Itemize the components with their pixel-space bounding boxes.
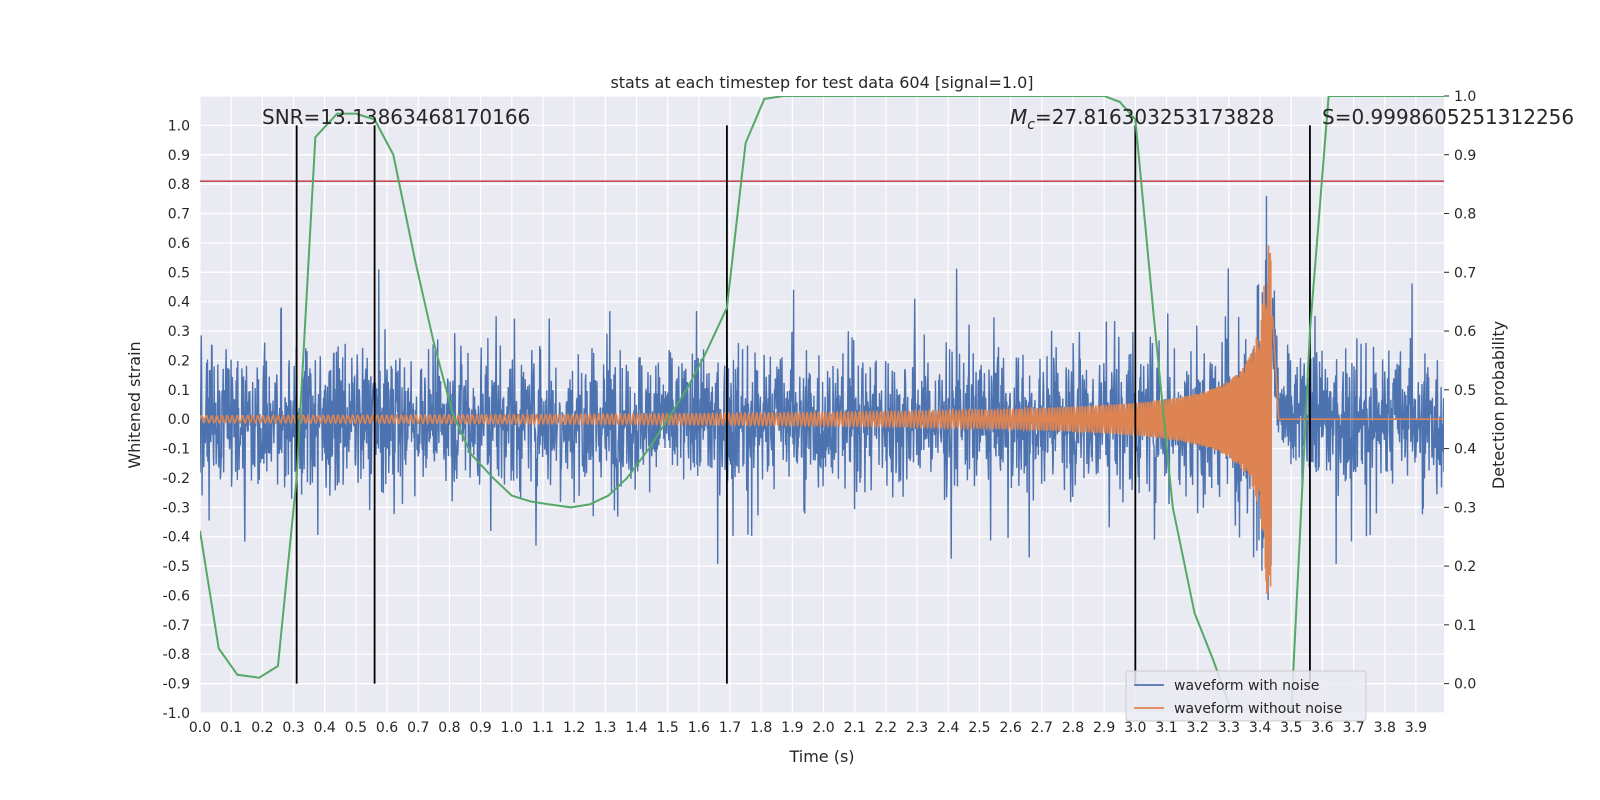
y-tick-label: -0.4 — [163, 530, 190, 546]
y2-axis-label: Detection probability — [1489, 321, 1508, 489]
x-tick-label: 3.7 — [1342, 720, 1364, 736]
y-tick-label: 1.0 — [168, 118, 190, 134]
x-tick-label: 1.5 — [657, 720, 679, 736]
x-tick-labels: 0.0 0.1 0.2 0.3 0.4 0.5 0.6 0.7 0.8 0.9 1.0 1.1 1.2 1… — [189, 720, 1427, 736]
chirp-mass-value: =27.816303253173828 — [1035, 105, 1274, 129]
y2-tick-label: 0.0 — [1454, 677, 1476, 693]
x-tick-label: 3.4 — [1249, 720, 1271, 736]
x-tick-label: 3.1 — [1155, 720, 1177, 736]
y-tick-label: 0.3 — [168, 324, 190, 340]
chirp-mass-subscript: c — [1027, 117, 1035, 133]
legend-label-waveform-without-noise: waveform without noise — [1174, 701, 1342, 717]
chirp-mass-symbol: M — [1010, 105, 1027, 129]
x-tick-label: 3.8 — [1374, 720, 1396, 736]
y2-tick-label: 0.8 — [1454, 207, 1476, 223]
series-waveform-without-noise — [200, 245, 1444, 594]
y2-tick-labels: 1.0 0.9 0.8 0.7 0.6 0.5 0.4 0.3 0.2 0.1 0.0 — [1444, 89, 1476, 693]
detection-probability-line — [200, 96, 1444, 713]
series-detection-probability — [200, 96, 1444, 713]
x-tick-label: 1.0 — [501, 720, 523, 736]
y2-tick-label: 0.9 — [1454, 148, 1476, 164]
x-tick-label: 0.5 — [345, 720, 367, 736]
y-tick-label: 0.5 — [168, 265, 190, 281]
x-tick-label: 0.0 — [189, 720, 211, 736]
vertical-markers — [295, 125, 1311, 684]
x-tick-label: 2.2 — [875, 720, 897, 736]
x-tick-label: 1.6 — [688, 720, 710, 736]
chart-title: stats at each timestep for test data 604… — [610, 73, 1033, 92]
y-tick-label: 0.9 — [168, 148, 190, 164]
y-tick-label: -0.6 — [163, 588, 190, 604]
x-tick-label: 3.0 — [1124, 720, 1146, 736]
x-tick-label: 0.7 — [407, 720, 429, 736]
x-tick-label: 0.1 — [220, 720, 242, 736]
y-tick-label: 0.2 — [168, 353, 190, 369]
waveform-with-noise-line — [200, 195, 1444, 601]
significance-annotation: S=0.9998605251312256 — [1322, 105, 1574, 129]
x-tick-label: 3.5 — [1280, 720, 1302, 736]
y-tick-label: 0.8 — [168, 177, 190, 193]
legend: waveform with noise waveform without noi… — [1125, 670, 1367, 722]
x-tick-label: 0.4 — [314, 720, 336, 736]
snr-annotation: SNR=13.13863468170166 — [262, 105, 530, 129]
x-tick-label: 2.3 — [906, 720, 928, 736]
y2-tick-label: 0.2 — [1454, 559, 1476, 575]
x-tick-label: 0.3 — [282, 720, 304, 736]
waveform-without-noise-line — [200, 245, 1444, 594]
y-tick-label: -0.1 — [163, 442, 190, 458]
legend-box — [1125, 670, 1367, 722]
x-tick-label: 1.2 — [563, 720, 585, 736]
x-tick-label: 1.1 — [532, 720, 554, 736]
x-tick-label: 2.5 — [968, 720, 990, 736]
y-tick-label: -0.8 — [163, 647, 190, 663]
x-tick-label: 3.2 — [1187, 720, 1209, 736]
x-tick-label: 1.8 — [750, 720, 772, 736]
x-tick-label: 0.6 — [376, 720, 398, 736]
y-tick-label: 0.4 — [168, 295, 190, 311]
y2-tick-label: 1.0 — [1454, 89, 1476, 105]
y2-tick-label: 0.5 — [1454, 383, 1476, 399]
x-tick-label: 3.3 — [1218, 720, 1240, 736]
x-tick-label: 1.4 — [625, 720, 647, 736]
x-tick-label: 2.9 — [1093, 720, 1115, 736]
chirp-mass-annotation: Mc=27.816303253173828 — [1010, 105, 1274, 133]
y-tick-label: 0.6 — [168, 236, 190, 252]
x-tick-label: 0.9 — [469, 720, 491, 736]
x-tick-label: 2.0 — [812, 720, 834, 736]
y-tick-label: 0.0 — [168, 412, 190, 428]
x-tick-label: 2.4 — [937, 720, 959, 736]
y2-tick-label: 0.3 — [1454, 500, 1476, 516]
x-tick-label: 2.7 — [1031, 720, 1053, 736]
x-tick-label: 1.9 — [781, 720, 803, 736]
x-tick-label: 3.6 — [1311, 720, 1333, 736]
y-tick-label: -0.3 — [163, 500, 190, 516]
y2-tick-label: 0.6 — [1454, 324, 1476, 340]
y-tick-labels: 1.0 0.9 0.8 0.7 0.6 0.5 0.4 0.3 0.2 0.1 0.0 -0.1 -0.… — [163, 118, 190, 722]
x-tick-label: 1.3 — [594, 720, 616, 736]
x-tick-label: 1.7 — [719, 720, 741, 736]
y-tick-label: -0.2 — [163, 471, 190, 487]
x-tick-label: 2.1 — [844, 720, 866, 736]
y-axis-label: Whitened strain — [125, 341, 144, 468]
y-tick-label: 0.7 — [168, 207, 190, 223]
series-waveform-with-noise — [200, 195, 1444, 601]
x-tick-label: 3.9 — [1405, 720, 1427, 736]
y2-tick-label: 0.4 — [1454, 442, 1476, 458]
y2-tick-label: 0.7 — [1454, 265, 1476, 281]
x-tick-label: 2.6 — [999, 720, 1021, 736]
y-tick-label: -0.7 — [163, 618, 190, 634]
legend-label-waveform-with-noise: waveform with noise — [1174, 678, 1319, 694]
x-tick-label: 0.8 — [438, 720, 460, 736]
x-tick-label: 0.2 — [251, 720, 273, 736]
y-tick-label: -1.0 — [163, 706, 190, 722]
y-tick-label: -0.9 — [163, 677, 190, 693]
y-tick-label: -0.5 — [163, 559, 190, 575]
x-tick-label: 2.8 — [1062, 720, 1084, 736]
y-tick-label: 0.1 — [168, 383, 190, 399]
y2-tick-label: 0.1 — [1454, 618, 1476, 634]
x-axis-label: Time (s) — [788, 747, 854, 766]
